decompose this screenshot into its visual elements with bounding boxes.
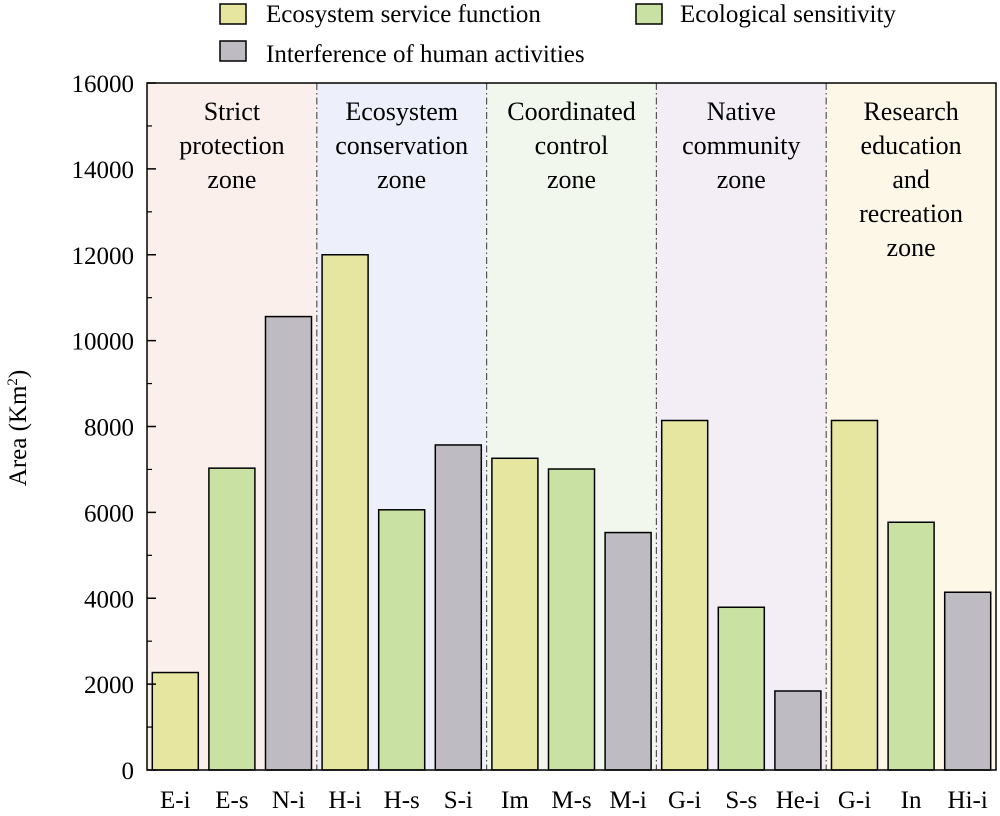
x-tick-label-m-i-9: M-i xyxy=(609,787,647,814)
y-axis-title: Area (Km2) xyxy=(5,370,32,486)
labels: 0 2000 4000 6000 8000 10000 12000 14000 16000 E-i… xyxy=(72,71,988,814)
zone-label-line: Native xyxy=(707,97,776,126)
zone-label-3: Coordinated control zone xyxy=(507,97,636,194)
zone-label-line: conservation xyxy=(335,131,468,160)
y-tick-label-14000: 14000 xyxy=(72,157,135,184)
x-tick-label-s-s-11: S-s xyxy=(725,787,757,814)
bar-s-i-6 xyxy=(434,444,483,771)
legend-swatch-interference-of-human-activities xyxy=(219,40,247,62)
zone-label-line: Ecosystem xyxy=(345,97,458,126)
bars xyxy=(151,254,992,771)
bar-im-7 xyxy=(491,457,539,771)
bar-g-i-10 xyxy=(660,419,709,771)
x-tick-label-im-7: Im xyxy=(501,787,529,814)
x-tick-label-s-i-6: S-i xyxy=(444,787,473,814)
zone-label-1: Strict protection zone xyxy=(179,97,284,194)
y-tick-label-10000: 10000 xyxy=(72,329,135,356)
legend-label-interference-of-human-activities: Interference of human activities xyxy=(266,41,585,68)
zone-label-line: zone xyxy=(887,233,936,262)
bar-m-i-9 xyxy=(604,531,652,771)
x-tick-label-e-s-2: E-s xyxy=(215,787,248,814)
y-tick-label-2000: 2000 xyxy=(84,672,134,699)
zone-label-line: community xyxy=(682,131,800,160)
x-tick-label-m-s-8: M-s xyxy=(551,787,591,814)
zone-label-line: recreation xyxy=(859,199,963,228)
bar-hi-i-15 xyxy=(943,591,992,771)
bar-g-i-13 xyxy=(830,419,879,771)
bar-e-i-1 xyxy=(151,671,200,771)
y-tick-label-16000: 16000 xyxy=(72,71,135,98)
x-tick-label-g-i-10: G-i xyxy=(668,787,701,814)
y-tick-label-0: 0 xyxy=(122,758,135,785)
bar-he-i-12 xyxy=(774,690,822,771)
zone-label-line: protection xyxy=(179,131,284,160)
legend-item-interference-of-human-activities: Interference of human activities xyxy=(219,40,585,68)
y-tick-label-12000: 12000 xyxy=(72,243,135,270)
y-tick-label-6000: 6000 xyxy=(84,500,134,527)
zone-label-line: zone xyxy=(547,165,596,194)
bar-e-s-2 xyxy=(208,467,256,771)
bar-m-s-8 xyxy=(547,468,596,771)
legend-swatch-ecosystem-service-function xyxy=(219,3,247,25)
legend-label-ecological-sensitivity: Ecological sensitivity xyxy=(680,1,896,28)
legend: Ecosystem service function Ecological se… xyxy=(219,1,896,68)
y-axis-title-end: ) xyxy=(5,370,32,378)
zone-label-line: and xyxy=(892,165,930,194)
x-tick-label-hi-i-15: Hi-i xyxy=(948,787,988,814)
legend-item-ecosystem-service-function: Ecosystem service function xyxy=(219,1,541,28)
y-tick-label-8000: 8000 xyxy=(84,415,134,442)
zone-label-4: Native community zone xyxy=(682,97,800,194)
axes xyxy=(146,82,997,771)
bar-s-s-11 xyxy=(717,606,766,771)
x-tick-label-h-s-5: H-s xyxy=(384,787,420,814)
x-tick-label-h-i-4: H-i xyxy=(328,787,361,814)
x-tick-label-e-i-1: E-i xyxy=(160,787,191,814)
x-tick-label-in-14: In xyxy=(901,787,922,814)
bar-in-14 xyxy=(887,521,935,771)
y-tick-label-4000: 4000 xyxy=(84,586,134,613)
zone-label-line: control xyxy=(535,131,609,160)
zone-label-line: Coordinated xyxy=(507,97,636,126)
zone-label-line: Research xyxy=(863,97,958,126)
zone-label-line: zone xyxy=(207,165,256,194)
bar-n-i-3 xyxy=(264,315,313,771)
zone-label-line: education xyxy=(861,131,962,160)
y-axis-title-superscript: 2 xyxy=(5,378,21,386)
legend-item-ecological-sensitivity: Ecological sensitivity xyxy=(635,1,896,28)
legend-label-ecosystem-service-function: Ecosystem service function xyxy=(266,1,541,28)
zone-label-line: Strict xyxy=(204,97,261,126)
x-tick-label-g-i-13: G-i xyxy=(838,787,871,814)
x-tick-label-n-i-3: N-i xyxy=(272,787,305,814)
y-axis-title-main: Area (Km xyxy=(5,385,32,486)
zone-label-line: zone xyxy=(717,165,766,194)
zone-label-2: Ecosystem conservation zone xyxy=(335,97,468,194)
legend-swatch-ecological-sensitivity xyxy=(635,3,663,25)
x-tick-label-he-i-12: He-i xyxy=(776,787,820,814)
bar-h-i-4 xyxy=(321,254,369,771)
zone-label-line: zone xyxy=(377,165,426,194)
zone-label-5: Research education and recreation zone xyxy=(859,97,963,262)
bar-h-s-5 xyxy=(377,509,426,771)
